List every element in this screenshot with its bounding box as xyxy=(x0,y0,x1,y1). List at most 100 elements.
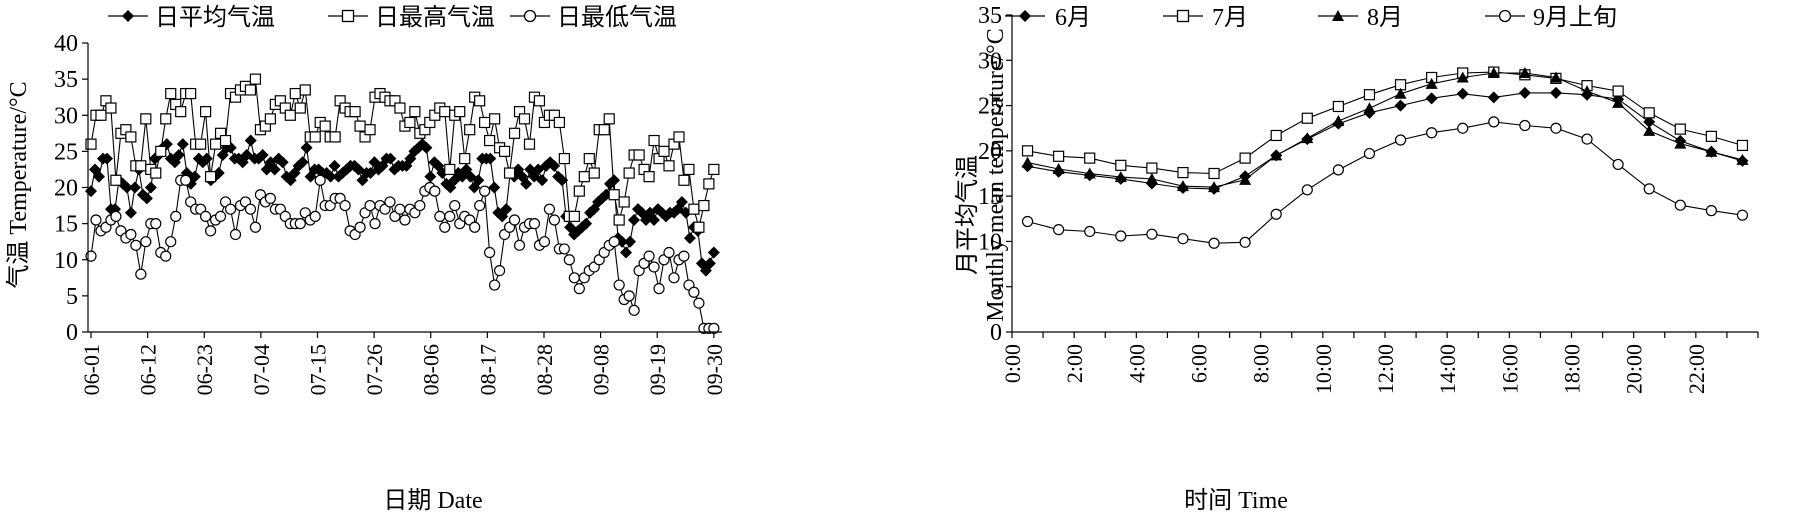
left-point-series-1 xyxy=(444,163,456,176)
left-point-series-1 xyxy=(195,138,207,150)
left-point-series-0 xyxy=(548,159,561,172)
left-point-series-0 xyxy=(620,246,633,259)
left-point-series-0 xyxy=(172,148,185,161)
left-y-axis-label: 气温 Temperature/°C xyxy=(5,81,32,288)
right-legend-item-2: 8月 xyxy=(1318,5,1403,31)
left-point-series-0 xyxy=(488,181,501,194)
left-legend-label-2: 日最低气温 xyxy=(557,4,677,31)
left-y-tick-label: 20 xyxy=(54,176,78,202)
left-x-ticks: 06-01 06-12 06-23 07-04 07-15 07-26 08-06 08-17… xyxy=(79,332,727,395)
left-point-series-2 xyxy=(548,214,561,226)
right-x-tick-label: 22:00 xyxy=(1684,344,1709,394)
left-point-series-0 xyxy=(300,141,313,154)
left-point-series-0 xyxy=(556,174,569,187)
right-point-series-1 xyxy=(1612,85,1624,97)
right-point-series-3 xyxy=(1612,158,1624,171)
right-series-line-1 xyxy=(1027,71,1743,175)
left-point-series-1 xyxy=(409,106,421,118)
left-point-series-2 xyxy=(648,261,660,273)
left-point-series-1 xyxy=(678,174,690,186)
left-point-series-1 xyxy=(439,106,451,118)
right-point-series-0 xyxy=(1643,115,1656,128)
right-point-series-2 xyxy=(1736,153,1749,165)
left-point-series-0 xyxy=(608,174,621,187)
left-point-series-2 xyxy=(294,218,306,230)
left-point-series-2 xyxy=(165,236,177,248)
right-legend-item-0: 6月 xyxy=(1005,5,1091,31)
right-point-series-2 xyxy=(1425,77,1438,89)
left-point-series-0 xyxy=(268,163,281,176)
left-point-series-1 xyxy=(294,102,306,114)
right-point-series-2 xyxy=(1145,172,1158,184)
left-point-series-1 xyxy=(633,149,645,161)
right-point-series-2 xyxy=(1083,167,1096,179)
left-point-series-2 xyxy=(434,210,446,222)
left-point-series-0 xyxy=(675,195,688,208)
left-point-series-1 xyxy=(708,163,720,176)
left-legend-item-1: 日最高气温 xyxy=(328,4,495,31)
right-point-series-0 xyxy=(1425,92,1438,105)
right-point-series-3 xyxy=(1550,122,1562,134)
left-point-series-1 xyxy=(693,221,705,233)
right-point-series-1 xyxy=(1084,152,1096,164)
left-y-tick-label: 10 xyxy=(54,248,78,274)
left-point-series-1 xyxy=(150,167,162,179)
right-point-series-1 xyxy=(1363,89,1376,101)
right-x-tick-label: 16:00 xyxy=(1497,344,1522,394)
right-point-series-2 xyxy=(1270,149,1283,161)
right-point-series-1 xyxy=(1301,112,1313,124)
right-point-series-3 xyxy=(1208,237,1220,249)
left-point-series-1 xyxy=(663,160,675,172)
left-x-tick-label: 06-01 xyxy=(79,344,104,395)
left-point-series-1 xyxy=(219,134,232,147)
right-point-series-2 xyxy=(1332,114,1345,126)
left-point-series-1 xyxy=(204,171,217,183)
right-point-series-2 xyxy=(1176,180,1189,192)
left-point-series-2 xyxy=(668,272,680,284)
left-point-series-1 xyxy=(349,106,361,118)
right-point-series-1 xyxy=(1239,152,1251,164)
left-point-series-2 xyxy=(90,214,102,226)
left-point-series-1 xyxy=(658,145,670,157)
left-point-series-0 xyxy=(707,246,720,259)
right-x-tick-label: 20:00 xyxy=(1622,344,1647,394)
left-point-series-0 xyxy=(500,203,513,216)
right-y-ticks: 0 5 10 15 20 25 30 35 xyxy=(978,3,1012,346)
left-point-series-2 xyxy=(479,185,491,197)
right-legend: 6月 7月 8月 9月上旬 xyxy=(1005,4,1617,31)
right-x-tick-label: 14:00 xyxy=(1435,344,1460,394)
left-point-series-0 xyxy=(92,170,105,183)
legend-triangle-marker xyxy=(1332,10,1344,21)
left-point-series-2 xyxy=(394,203,406,215)
left-point-series-2 xyxy=(528,218,541,230)
left-point-series-1 xyxy=(354,120,366,132)
legend-circle-marker xyxy=(523,9,537,23)
left-point-series-2 xyxy=(264,192,276,204)
left-legend-label-0: 日平均气温 xyxy=(155,4,275,31)
left-point-series-1 xyxy=(484,134,496,147)
left-point-series-1 xyxy=(588,167,600,179)
left-point-series-0 xyxy=(683,232,696,245)
left-point-series-0 xyxy=(120,181,133,194)
left-point-series-0 xyxy=(100,152,113,165)
right-series-line-0 xyxy=(1027,92,1743,190)
left-x-tick-label: 08-06 xyxy=(419,344,444,395)
left-point-series-1 xyxy=(608,189,620,201)
left-point-series-2 xyxy=(364,199,376,212)
right-point-series-1 xyxy=(1208,167,1220,180)
left-point-series-1 xyxy=(135,160,147,172)
left-point-series-1 xyxy=(603,113,615,125)
left-point-series-1 xyxy=(299,84,311,96)
left-point-series-2 xyxy=(224,203,237,215)
left-point-series-1 xyxy=(459,153,471,165)
left-point-series-2 xyxy=(623,290,635,302)
left-point-series-1 xyxy=(648,134,660,147)
right-point-series-3 xyxy=(1457,122,1469,134)
left-legend-label-1: 日最高气温 xyxy=(375,4,495,31)
right-point-series-3 xyxy=(1519,119,1531,132)
left-point-series-1 xyxy=(474,95,486,107)
right-y-tick-label: 5 xyxy=(990,275,1002,301)
left-point-series-2 xyxy=(484,246,496,259)
right-x-tick-label: 18:00 xyxy=(1560,344,1585,394)
left-point-series-0 xyxy=(624,235,637,248)
